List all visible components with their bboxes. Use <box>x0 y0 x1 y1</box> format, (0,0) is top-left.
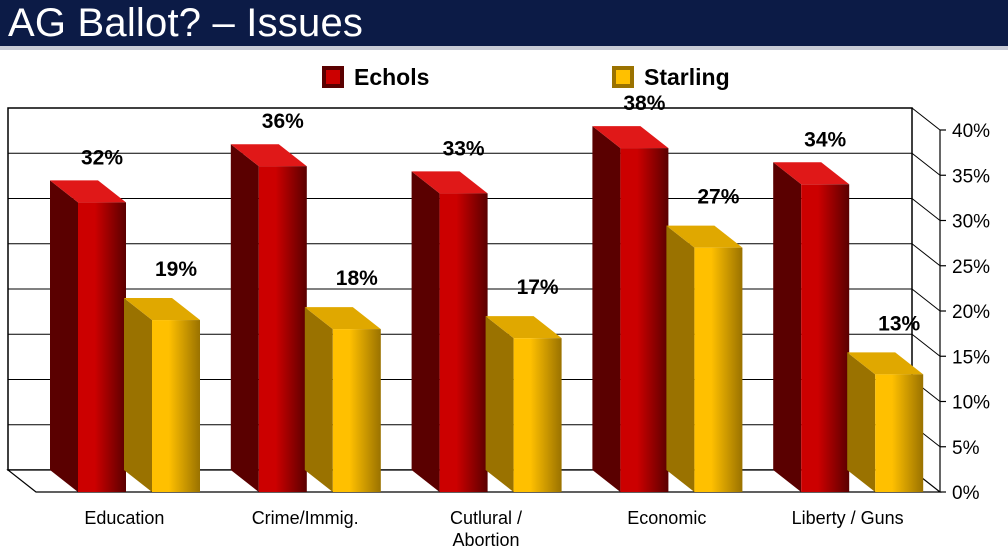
gridline-side <box>911 107 941 131</box>
y-tick-label: 20% <box>952 302 990 323</box>
bar-side <box>411 171 440 492</box>
bar-top <box>773 162 850 185</box>
bar-side <box>847 352 876 492</box>
bar-starling-3: 17% <box>485 276 562 492</box>
bar-top <box>411 171 488 194</box>
bar-side <box>50 180 78 492</box>
bar-starling-1: 19% <box>124 258 200 492</box>
x-tick-label: Education <box>84 508 164 528</box>
gridline-side <box>911 333 941 357</box>
data-label: 36% <box>262 110 304 133</box>
bar-top <box>485 316 562 339</box>
bar-echols-5: 34% <box>773 128 850 493</box>
gridline-side <box>911 198 941 221</box>
bar-side <box>124 298 152 492</box>
bar-front <box>694 247 743 492</box>
bar-front <box>620 148 669 492</box>
y-tick-label: 25% <box>952 257 990 278</box>
bar-front <box>258 166 307 492</box>
bar-side <box>773 162 802 493</box>
bar-top <box>230 144 307 167</box>
gridline-side <box>911 288 941 312</box>
legend-swatch-inner <box>616 70 630 84</box>
bar-front <box>875 374 924 492</box>
bar-echols-3: 33% <box>411 137 488 492</box>
bar-side <box>666 225 695 492</box>
y-tick-label: 30% <box>952 212 990 233</box>
title-divider <box>0 46 1008 50</box>
legend-item-starling: Starling <box>612 64 730 90</box>
bar-starling-2: 18% <box>304 267 381 492</box>
bar-front <box>801 184 850 493</box>
bar-echols-2: 36% <box>230 110 307 492</box>
bar-echols-1: 32% <box>50 146 126 492</box>
data-label: 17% <box>517 276 559 299</box>
title-bar: AG Ballot? – Issues <box>0 0 1008 46</box>
bar-starling-4: 27% <box>666 186 743 492</box>
bar-side <box>485 316 514 492</box>
data-label: 33% <box>443 137 485 160</box>
data-label: 32% <box>81 146 123 169</box>
bar-front <box>439 193 488 492</box>
y-tick-label: 10% <box>952 393 990 414</box>
legend: Echols Starling <box>322 64 730 90</box>
y-axis: 0% 5% 10% 15% 20% 25% 30% 35% 40% <box>939 121 990 504</box>
bar-top <box>124 298 200 321</box>
x-tick-label: Crime/Immig. <box>252 508 359 528</box>
bar-top <box>50 180 126 203</box>
legend-swatch-inner <box>326 70 340 84</box>
chart-title: AG Ballot? – Issues <box>8 1 364 45</box>
bar-top <box>847 352 924 375</box>
bar-top <box>304 307 381 330</box>
bar-front <box>152 320 200 492</box>
bar-side <box>304 307 333 492</box>
x-axis: Education Crime/Immig. Cutlural / Abortion E… <box>84 508 903 550</box>
gridline-side <box>911 152 941 176</box>
data-label: 34% <box>804 128 846 151</box>
bar-top <box>666 225 743 248</box>
bar-side <box>230 144 259 492</box>
bar-front <box>78 202 126 492</box>
legend-label: Echols <box>354 64 429 90</box>
y-tick-label: 15% <box>952 347 990 368</box>
y-tick-label: 0% <box>952 483 980 504</box>
y-tick-label: 5% <box>952 438 980 459</box>
bars: 32% 19% 36% 18% 33% 17% 38% 27% 34% 13% <box>50 92 924 493</box>
gridline-side <box>911 243 941 267</box>
data-label: 27% <box>697 186 739 209</box>
data-label: 13% <box>878 312 920 335</box>
bar-top <box>592 126 669 149</box>
bar-echols-4: 38% <box>592 92 669 492</box>
x-tick-label: Economic <box>627 508 706 528</box>
bar-side <box>592 126 621 492</box>
x-tick-label: Cutlural / Abortion <box>450 508 522 550</box>
y-tick-label: 40% <box>952 121 990 142</box>
y-tick-label: 35% <box>952 166 990 187</box>
data-label: 19% <box>155 258 197 281</box>
x-tick-label: Liberty / Guns <box>792 508 904 528</box>
bar-starling-5: 13% <box>847 312 924 492</box>
legend-label: Starling <box>644 64 730 90</box>
legend-item-echols: Echols <box>322 64 429 90</box>
data-label: 38% <box>623 92 665 115</box>
data-label: 18% <box>336 267 378 290</box>
bar-front <box>513 338 562 492</box>
bar-front <box>332 329 381 492</box>
